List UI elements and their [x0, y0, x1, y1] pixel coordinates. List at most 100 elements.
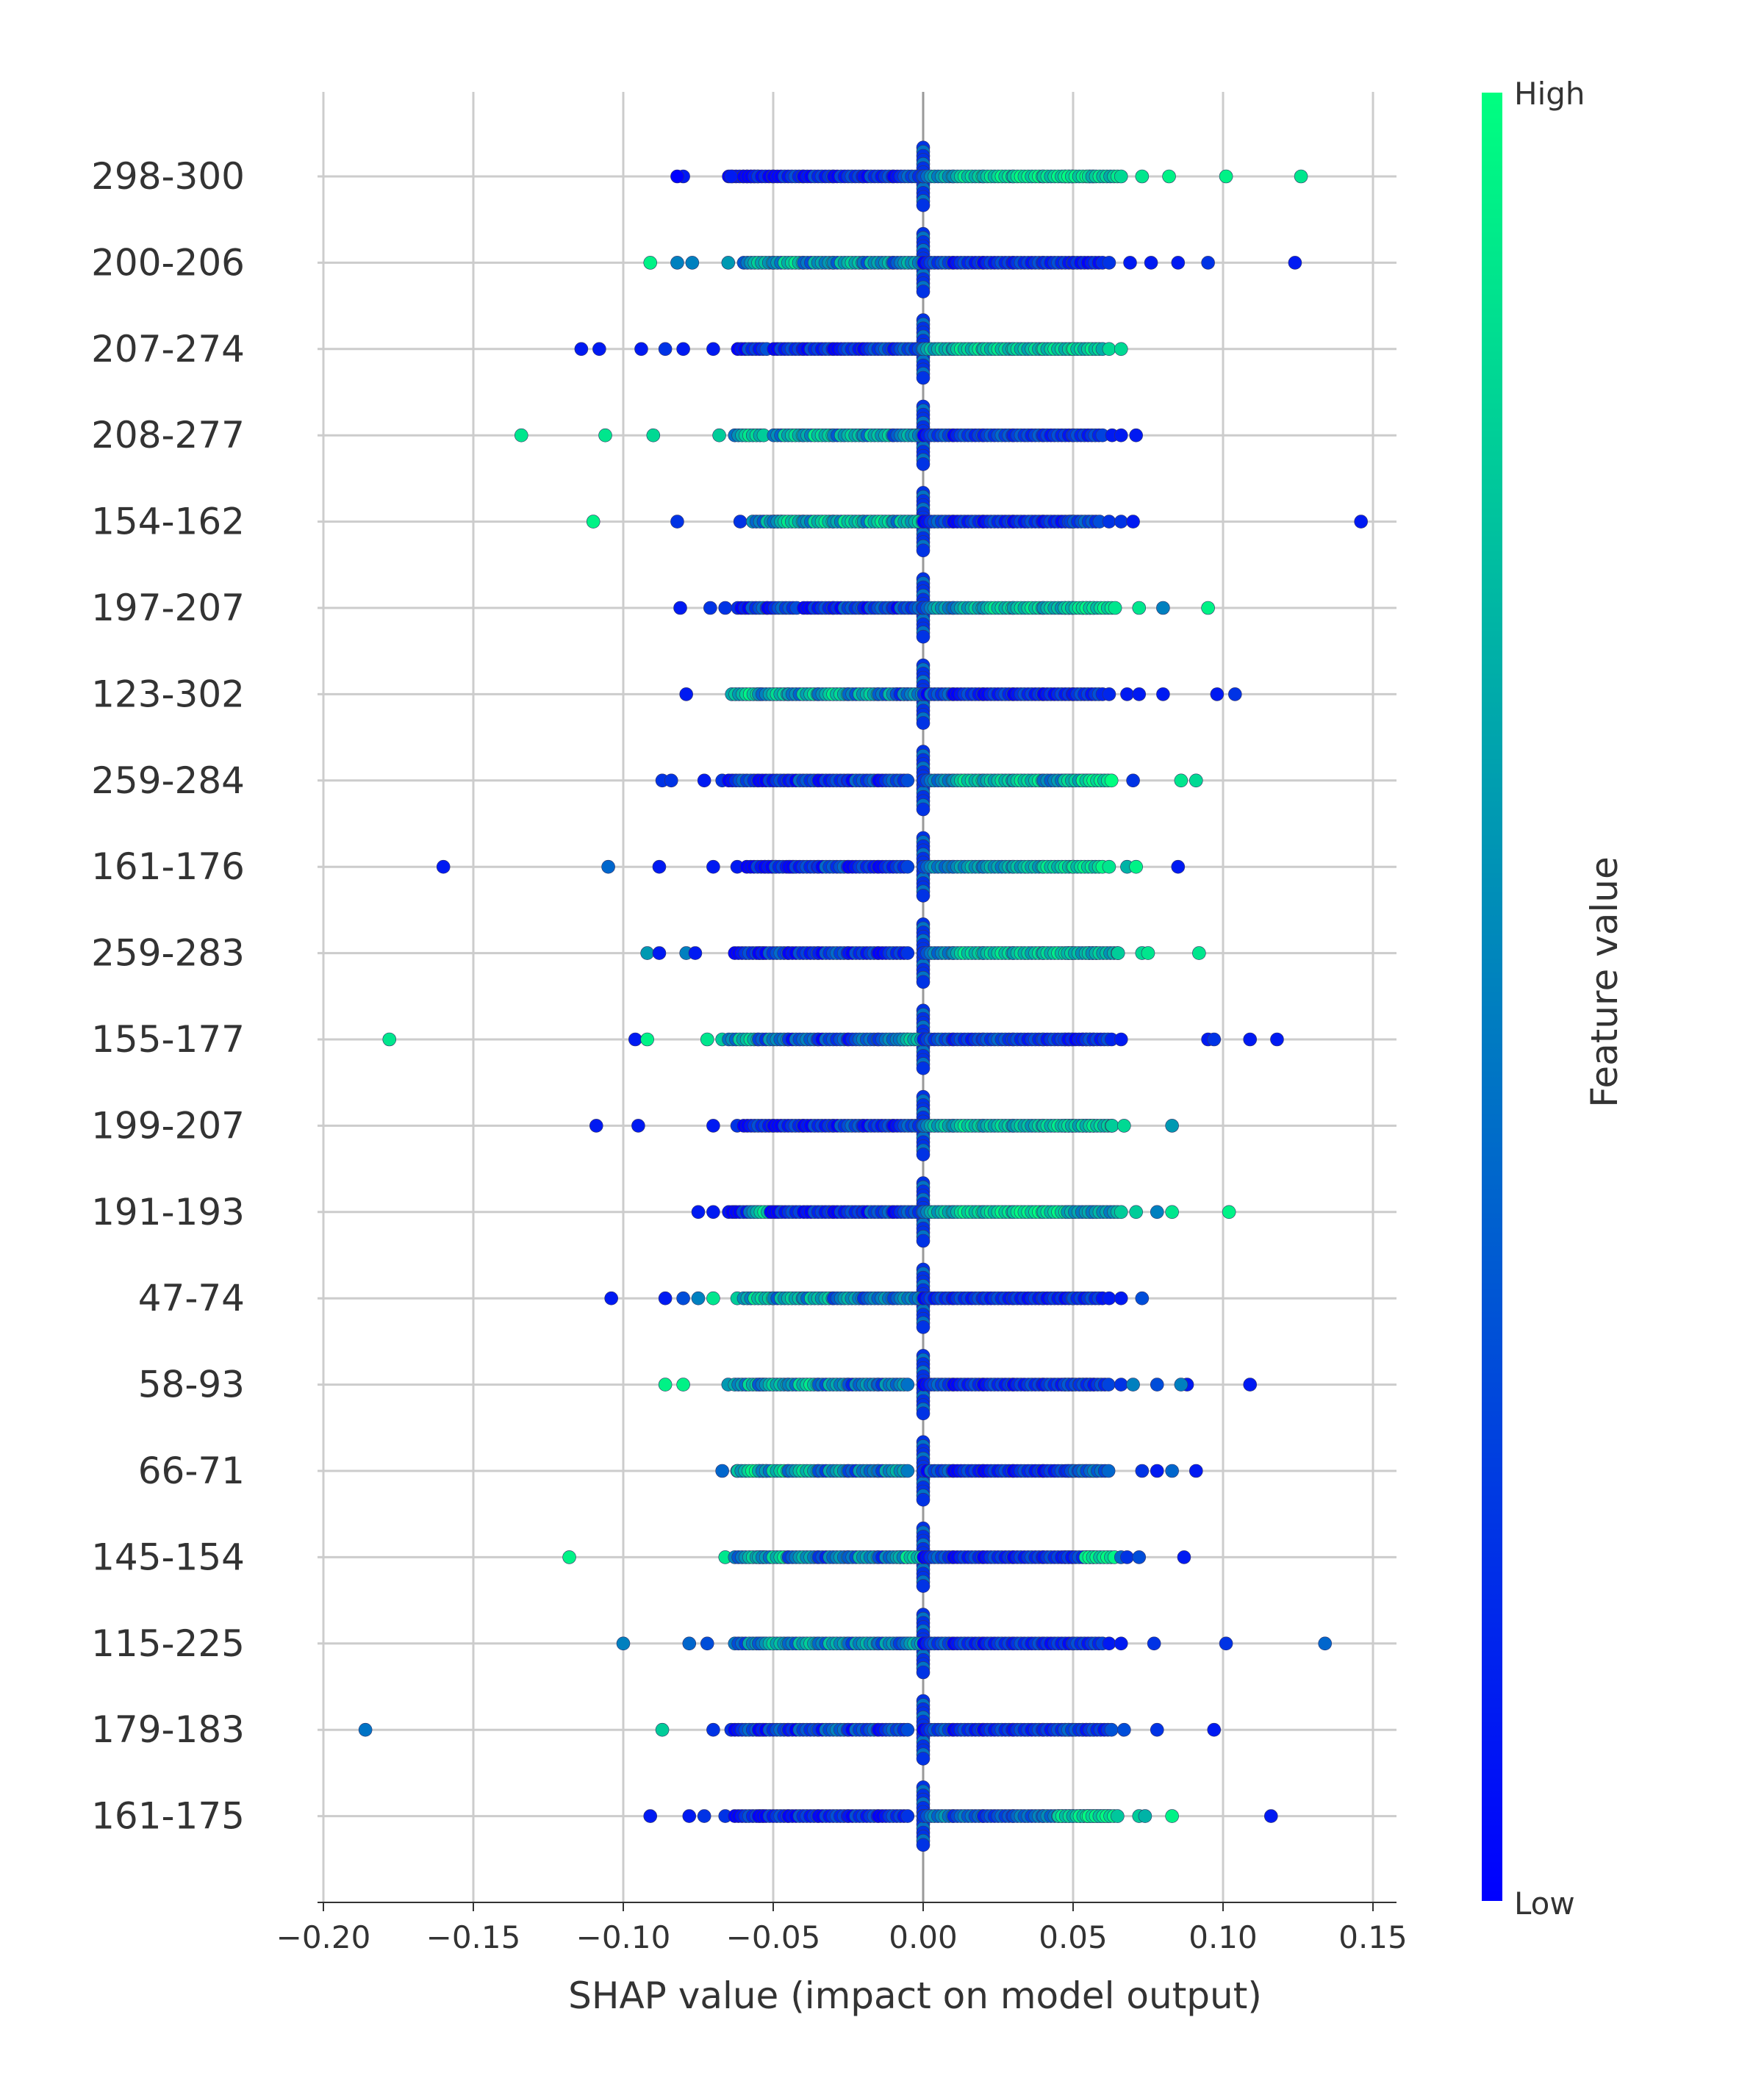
data-point [1294, 169, 1308, 184]
data-point [1135, 1464, 1150, 1478]
data-point [1117, 1722, 1131, 1737]
feature-label: 161-175 [91, 1795, 245, 1838]
data-point [1177, 1550, 1191, 1564]
data-point [900, 1464, 915, 1478]
data-point [916, 1838, 931, 1852]
data-point [1318, 1636, 1333, 1651]
data-point [900, 859, 915, 874]
data-point [718, 601, 733, 615]
feature-label: 298-300 [91, 155, 245, 198]
data-point [1156, 601, 1170, 615]
data-point [1114, 342, 1128, 357]
feature-label: 191-193 [91, 1191, 245, 1233]
data-point [658, 342, 673, 357]
feature-label: 259-283 [91, 932, 245, 975]
data-point [676, 1291, 690, 1306]
data-point [631, 1119, 645, 1133]
feature-labels: 298-300 200-206 207-274 208-277 154-162 197-2… [91, 155, 245, 1838]
data-point [900, 1722, 915, 1737]
data-point [916, 1752, 931, 1766]
x-tick-label: 0.05 [1039, 1919, 1108, 1955]
x-tick-label: −0.05 [726, 1919, 821, 1955]
data-point [916, 629, 931, 644]
data-point [706, 859, 720, 874]
data-point [562, 1550, 576, 1564]
data-point [604, 1291, 618, 1306]
feature-label: 199-207 [91, 1104, 245, 1147]
data-point [676, 342, 690, 357]
data-point [1114, 1291, 1128, 1306]
data-point [916, 543, 931, 558]
data-point [706, 1722, 720, 1737]
colorbar-high-label: High [1514, 76, 1585, 112]
data-point [1101, 1464, 1116, 1478]
data-point [1126, 1378, 1140, 1392]
data-point [721, 256, 736, 270]
data-point [1201, 601, 1215, 615]
data-point [1111, 946, 1125, 960]
x-ticks: −0.20 −0.15 −0.10 −0.05 0.00 0.05 0.10 0.15 [276, 1902, 1408, 1955]
data-point [1156, 687, 1170, 701]
data-point [1108, 601, 1122, 615]
data-point [1147, 1636, 1161, 1651]
data-point [916, 889, 931, 903]
data-point [1174, 773, 1188, 788]
data-point [700, 1636, 714, 1651]
data-point [1120, 687, 1134, 701]
data-point [1243, 1032, 1258, 1047]
data-point [1150, 1205, 1164, 1220]
data-point [1150, 1378, 1164, 1392]
data-point [715, 1464, 729, 1478]
feature-label: 155-177 [91, 1018, 245, 1061]
data-point [616, 1636, 631, 1651]
horizontal-gridlines [318, 175, 1396, 1818]
data-point [1104, 773, 1119, 788]
data-point [1162, 169, 1176, 184]
data-point [664, 773, 678, 788]
data-point [700, 1032, 714, 1047]
data-point [589, 1119, 603, 1133]
x-tick-label: −0.20 [276, 1919, 371, 1955]
data-point [916, 1061, 931, 1075]
data-point [1201, 256, 1215, 270]
data-point [916, 457, 931, 471]
data-point [643, 1809, 658, 1823]
data-point [1150, 1464, 1164, 1478]
data-point [916, 1406, 931, 1421]
colorbar [1482, 93, 1502, 1901]
data-point [1207, 1722, 1222, 1737]
data-point [1105, 1119, 1119, 1133]
data-point [916, 1147, 931, 1161]
data-point [586, 515, 600, 529]
data-point [703, 601, 717, 615]
data-point [670, 169, 684, 184]
data-point [682, 1636, 697, 1651]
feature-label: 161-176 [91, 845, 245, 888]
data-point [916, 1579, 931, 1593]
data-point [655, 1722, 670, 1737]
colorbar-title: Feature value [1583, 856, 1626, 1107]
x-tick-label: 0.15 [1338, 1919, 1408, 1955]
data-point [598, 428, 612, 443]
x-tick-label: 0.00 [889, 1919, 958, 1955]
data-point [1102, 256, 1116, 270]
data-point [1135, 1291, 1150, 1306]
data-point [1165, 1205, 1179, 1220]
data-point [514, 428, 528, 443]
data-point [670, 515, 684, 529]
data-point [916, 1320, 931, 1334]
data-point [697, 1809, 711, 1823]
data-point [1192, 946, 1206, 960]
feature-label: 47-74 [138, 1277, 245, 1319]
data-point [706, 1205, 720, 1220]
data-point [1114, 1205, 1128, 1220]
data-point [688, 946, 703, 960]
data-point [1102, 859, 1116, 874]
data-point [1104, 1722, 1119, 1737]
data-point [382, 1032, 397, 1047]
data-point [1165, 1809, 1179, 1823]
data-point [1141, 946, 1155, 960]
data-point [916, 198, 931, 212]
data-point [685, 256, 700, 270]
data-point [1165, 1464, 1179, 1478]
